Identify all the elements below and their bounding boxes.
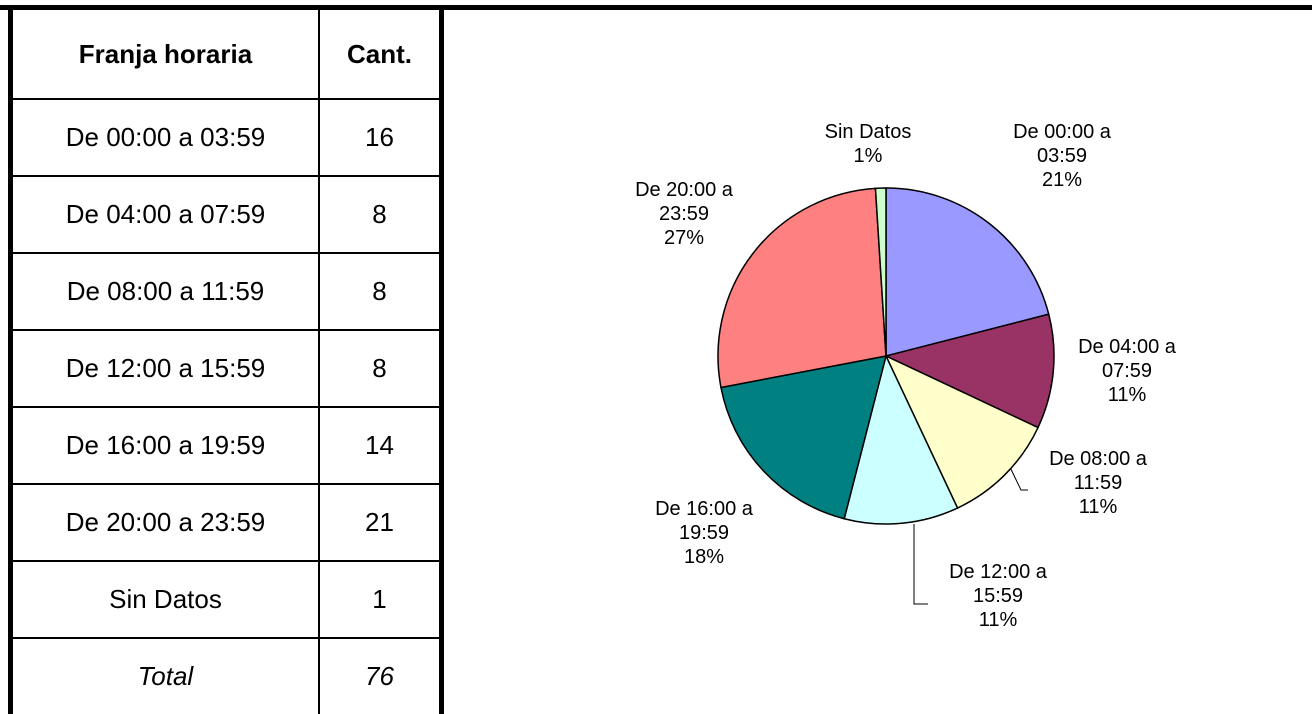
slice-percent: 21% bbox=[1041, 169, 1083, 191]
header-cell: Cant. bbox=[318, 5, 444, 100]
table-cell: De 20:00 a 23:59 bbox=[8, 483, 320, 562]
table-cell: 8 bbox=[318, 329, 444, 408]
table-cell: 8 bbox=[318, 252, 444, 331]
total-cell: 76 bbox=[318, 637, 444, 714]
slice-label: De 08:00 a 11:59 11% bbox=[1028, 447, 1168, 519]
table-row: Sin Datos 1 bbox=[8, 560, 444, 639]
table-cell: De 00:00 a 03:59 bbox=[8, 98, 320, 177]
table-row: De 08:00 a 11:59 8 bbox=[8, 252, 444, 331]
total-cell: Total bbox=[8, 637, 320, 714]
table-cell: 14 bbox=[318, 406, 444, 485]
pie-slice bbox=[884, 354, 1040, 510]
table-row: De 20:00 a 23:59 21 bbox=[8, 483, 444, 562]
table-cell: 21 bbox=[318, 483, 444, 562]
table-cell: 1 bbox=[318, 560, 444, 639]
slice-percent: 11% bbox=[1078, 496, 1118, 518]
table-row: De 04:00 a 07:59 8 bbox=[8, 175, 444, 254]
leader-line bbox=[913, 524, 928, 605]
table-cell: De 04:00 a 07:59 bbox=[8, 175, 320, 254]
slice-percent: 11% bbox=[1107, 384, 1147, 406]
header-row: Franja horaria Cant. bbox=[8, 5, 444, 100]
data-table: Franja horaria Cant. De 00:00 a 03:59 16 De … bbox=[8, 5, 444, 714]
slice-percent: 11% bbox=[978, 609, 1018, 631]
table-cell: De 12:00 a 15:59 bbox=[8, 329, 320, 408]
slice-label: Sin Datos 1% bbox=[798, 120, 938, 168]
pie-slice bbox=[720, 355, 888, 520]
leader-line bbox=[1007, 462, 1028, 491]
table-cell: 8 bbox=[318, 175, 444, 254]
pie-slice bbox=[717, 187, 887, 389]
header-cell: Franja horaria bbox=[8, 5, 320, 100]
slice-category: De 16:00 a 19:59 bbox=[655, 498, 753, 544]
table-cell: De 16:00 a 19:59 bbox=[8, 406, 320, 485]
slice-percent: 27% bbox=[663, 227, 705, 249]
table-row: De 12:00 a 15:59 8 bbox=[8, 329, 444, 408]
slice-label: De 04:00 a 07:59 11% bbox=[1057, 335, 1197, 407]
table-cell: 16 bbox=[318, 98, 444, 177]
pie-slice bbox=[843, 353, 959, 525]
slice-label: De 00:00 a 03:59 21% bbox=[992, 120, 1132, 192]
slice-category: De 08:00 a 11:59 bbox=[1049, 448, 1147, 494]
top-border bbox=[0, 5, 1312, 10]
pie-slice bbox=[883, 313, 1055, 429]
slice-category: De 20:00 a 23:59 bbox=[635, 179, 733, 225]
pie-slice bbox=[874, 187, 887, 357]
slice-percent: 18% bbox=[683, 546, 725, 568]
table-cell: Sin Datos bbox=[8, 560, 320, 639]
slice-category: De 00:00 a 03:59 bbox=[1013, 121, 1111, 167]
total-row: Total 76 bbox=[8, 637, 444, 714]
slice-percent: 1% bbox=[853, 145, 883, 167]
slice-label: De 20:00 a 23:59 27% bbox=[614, 178, 754, 250]
slice-category: De 12:00 a 15:59 bbox=[949, 561, 1047, 607]
slice-category: De 04:00 a 07:59 bbox=[1078, 336, 1176, 382]
slice-label: De 16:00 a 19:59 18% bbox=[634, 497, 774, 569]
table-row: De 00:00 a 03:59 16 bbox=[8, 98, 444, 177]
pie-slice bbox=[885, 187, 1050, 357]
slice-label: De 12:00 a 15:59 11% bbox=[928, 560, 1068, 632]
table-cell: De 08:00 a 11:59 bbox=[8, 252, 320, 331]
slice-category: Sin Datos bbox=[824, 121, 912, 143]
table-row: De 16:00 a 19:59 14 bbox=[8, 406, 444, 485]
